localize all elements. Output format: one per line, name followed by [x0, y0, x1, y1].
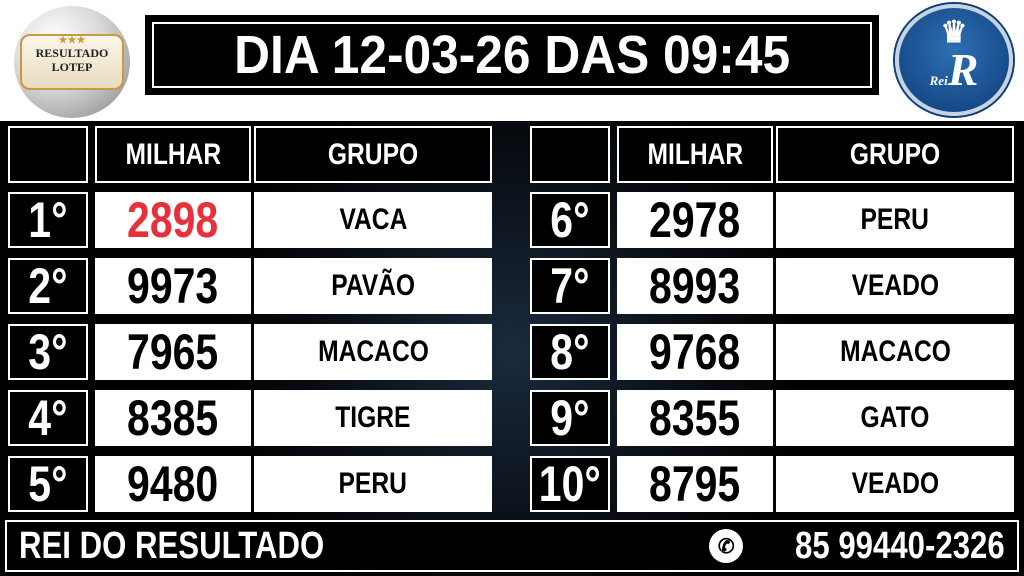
header-milhar: MILHAR: [617, 126, 773, 183]
grupo-cell: PERU: [776, 192, 1014, 248]
grupo-cell-text: TIGRE: [335, 401, 411, 434]
rank-cell: 10°: [530, 456, 610, 512]
rank-cell: 4°: [8, 390, 88, 446]
resultado-lotep-logo: ★★★ RESULTADO LOTEP: [14, 6, 130, 118]
rank-cell: 6°: [530, 192, 610, 248]
rank-cell: 1°: [8, 192, 88, 248]
header-grupo: GRUPO: [254, 126, 492, 183]
logo-text-1: RESULTADO: [35, 46, 109, 60]
header-grupo: GRUPO: [776, 126, 1014, 183]
milhar-cell: 8795: [617, 456, 773, 512]
milhar-cell: 8355: [617, 390, 773, 446]
crown-icon: ♛: [940, 15, 968, 49]
grupo-cell: VACA: [254, 192, 492, 248]
milhar-cell-text: 8993: [649, 258, 741, 314]
milhar-cell: 2898: [95, 192, 251, 248]
milhar-cell-text: 9768: [649, 324, 741, 380]
rank-cell: 3°: [8, 324, 88, 380]
header-grupo-text: GRUPO: [327, 137, 419, 171]
rei-logo: ♛ ReiR: [895, 4, 1013, 116]
header-rank-cell: [530, 126, 610, 183]
header-milhar-text: MILHAR: [647, 137, 743, 171]
milhar-cell-text: 9480: [127, 456, 219, 512]
grupo-cell-text: MACACO: [317, 335, 429, 368]
grupo-cell-text: VEADO: [851, 467, 939, 500]
rank-cell-text: 3°: [28, 324, 68, 380]
milhar-cell: 9973: [95, 258, 251, 314]
rank-cell-text: 8°: [550, 324, 590, 380]
rank-cell-text: 9°: [550, 390, 590, 446]
grupo-cell: TIGRE: [254, 390, 492, 446]
footer-phone: 85 99440-2326: [795, 524, 1005, 567]
grupo-cell: PAVÃO: [254, 258, 492, 314]
grupo-cell-text: PAVÃO: [331, 269, 415, 302]
footer-bar: REI DO RESULTADO ✆ 85 99440-2326: [5, 520, 1019, 572]
rank-cell-text: 2°: [28, 258, 68, 314]
grupo-cell: PERU: [254, 456, 492, 512]
rank-cell-text: 4°: [28, 390, 68, 446]
milhar-cell: 9480: [95, 456, 251, 512]
logo-rei-text: Rei: [929, 72, 948, 88]
rank-cell-text: 7°: [550, 258, 590, 314]
header-milhar-text: MILHAR: [125, 137, 221, 171]
grupo-cell-text: VEADO: [851, 269, 939, 302]
milhar-cell: 2978: [617, 192, 773, 248]
milhar-cell-text: 7965: [127, 324, 219, 380]
milhar-cell-text: 8385: [127, 390, 219, 446]
rank-cell-text: 5°: [28, 456, 68, 512]
milhar-cell: 8993: [617, 258, 773, 314]
grupo-cell-text: PERU: [338, 467, 408, 500]
rank-cell: 5°: [8, 456, 88, 512]
milhar-cell-text: 2978: [649, 192, 741, 248]
milhar-cell-text: 2898: [127, 192, 219, 248]
footer-brand: REI DO RESULTADO: [19, 524, 325, 567]
grupo-cell: GATO: [776, 390, 1014, 446]
rank-cell-text: 1°: [28, 192, 68, 248]
rank-cell-text: 6°: [550, 192, 590, 248]
logo-stars: ★★★: [58, 35, 86, 46]
grupo-cell-text: GATO: [860, 401, 930, 434]
logo-text-2: LOTEP: [51, 60, 93, 74]
rank-cell-text: 10°: [538, 456, 602, 512]
rank-cell: 7°: [530, 258, 610, 314]
milhar-cell-text: 9973: [127, 258, 219, 314]
title-text: DIA 12-03-26 DAS 09:45: [234, 25, 790, 85]
milhar-cell-text: 8795: [649, 456, 741, 512]
rank-cell: 2°: [8, 258, 88, 314]
whatsapp-icon: ✆: [709, 529, 744, 563]
rank-cell: 9°: [530, 390, 610, 446]
grupo-cell: MACACO: [254, 324, 492, 380]
grupo-cell: MACACO: [776, 324, 1014, 380]
grupo-cell-text: PERU: [860, 203, 930, 236]
grupo-cell: VEADO: [776, 456, 1014, 512]
logo-r-letter: R: [947, 43, 979, 95]
draw-title: DIA 12-03-26 DAS 09:45: [145, 15, 879, 95]
rank-cell: 8°: [530, 324, 610, 380]
header-grupo-text: GRUPO: [849, 137, 941, 171]
milhar-cell-text: 8355: [649, 390, 741, 446]
grupo-cell: VEADO: [776, 258, 1014, 314]
milhar-cell: 7965: [95, 324, 251, 380]
header-milhar: MILHAR: [95, 126, 251, 183]
milhar-cell: 8385: [95, 390, 251, 446]
grupo-cell-text: VACA: [339, 203, 407, 236]
grupo-cell-text: MACACO: [839, 335, 951, 368]
milhar-cell: 9768: [617, 324, 773, 380]
header-rank-cell: [8, 126, 88, 183]
